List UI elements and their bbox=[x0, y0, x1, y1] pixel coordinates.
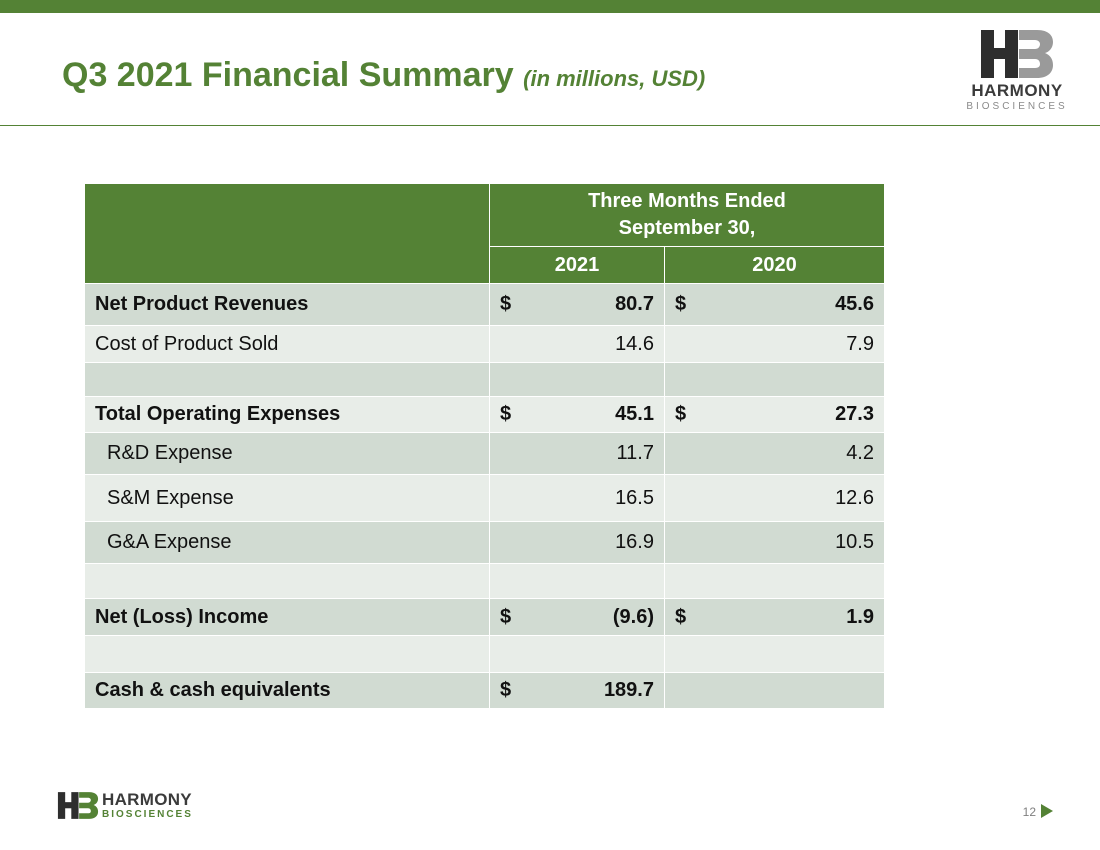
cell-value: 16.9 bbox=[615, 531, 654, 553]
cell-2021: $45.1 bbox=[489, 396, 665, 433]
cell-value: 14.6 bbox=[615, 332, 654, 355]
cell-2020 bbox=[664, 672, 885, 709]
table-row: Cash & cash equivalents $189.7 bbox=[84, 672, 885, 709]
row-label: S&M Expense bbox=[84, 474, 490, 522]
cell-value: 7.9 bbox=[846, 332, 874, 355]
cell-2021: 16.9 bbox=[489, 521, 665, 564]
currency-symbol: $ bbox=[675, 605, 687, 628]
row-label: Total Operating Expenses bbox=[84, 396, 490, 433]
table-row: Cost of Product Sold 14.6 7.9 bbox=[84, 325, 885, 363]
logo-brand-text: HARMONY bbox=[971, 81, 1063, 100]
hb-logo-icon bbox=[981, 30, 1053, 78]
cell-2020: 4.2 bbox=[664, 432, 885, 475]
harmony-logo-header: HARMONY BIOSCIENCES bbox=[965, 28, 1069, 112]
table-row: R&D Expense 11.7 4.2 bbox=[84, 432, 885, 475]
cell-2020: 7.9 bbox=[664, 325, 885, 363]
logo-tagline-text: BIOSCIENCES bbox=[966, 101, 1068, 112]
period-header-text: Three Months Ended September 30, bbox=[588, 190, 786, 239]
cell-value: 80.7 bbox=[615, 293, 654, 315]
title-subtitle: (in millions, USD) bbox=[523, 66, 706, 91]
cell-value: 1.9 bbox=[846, 605, 874, 628]
page-number: 12 bbox=[1022, 805, 1036, 819]
cell-2020 bbox=[664, 563, 885, 599]
header-label-blank bbox=[84, 183, 490, 284]
cell-2021: 16.5 bbox=[489, 474, 665, 522]
hb-logo-icon bbox=[57, 792, 99, 819]
row-label: Net (Loss) Income bbox=[84, 598, 490, 636]
cell-2020 bbox=[664, 635, 885, 673]
cell-2020: 12.6 bbox=[664, 474, 885, 522]
next-arrow-icon[interactable] bbox=[1041, 804, 1053, 818]
table-header-row: Three Months Ended September 30, bbox=[84, 183, 885, 284]
row-label bbox=[84, 635, 490, 673]
currency-symbol: $ bbox=[500, 679, 512, 701]
cell-2020: $27.3 bbox=[664, 396, 885, 433]
table-row-spacer bbox=[84, 563, 885, 599]
logo-brand-text: HARMONY bbox=[102, 790, 192, 809]
row-label: Net Product Revenues bbox=[84, 283, 490, 326]
currency-symbol: $ bbox=[500, 293, 512, 315]
top-accent-bar bbox=[0, 0, 1100, 13]
row-label: Cash & cash equivalents bbox=[84, 672, 490, 709]
table-row: Net (Loss) Income $ (9.6) $1.9 bbox=[84, 598, 885, 636]
logo-tagline-text: BIOSCIENCES bbox=[102, 809, 193, 820]
currency-symbol: $ bbox=[675, 403, 687, 425]
cell-2021: 14.6 bbox=[489, 325, 665, 363]
period-header: Three Months Ended September 30, bbox=[489, 183, 885, 247]
table-row-spacer bbox=[84, 362, 885, 397]
year-2021-header: 2021 bbox=[489, 246, 665, 284]
currency-symbol: $ bbox=[675, 293, 687, 315]
title-text: Q3 2021 Financial Summary bbox=[62, 56, 514, 94]
year-2020-header: 2020 bbox=[664, 246, 885, 284]
row-label: G&A Expense bbox=[84, 521, 490, 564]
cell-value: 27.3 bbox=[835, 403, 874, 425]
cell-value: 11.7 bbox=[616, 442, 654, 464]
cell-value: 45.1 bbox=[615, 403, 654, 425]
cell-2020: $45.6 bbox=[664, 283, 885, 326]
cell-2021: 11.7 bbox=[489, 432, 665, 475]
cell-2021 bbox=[489, 362, 665, 397]
cell-value: (9.6) bbox=[612, 605, 654, 628]
currency-symbol: $ bbox=[500, 605, 512, 628]
currency-symbol: $ bbox=[500, 403, 512, 425]
table-row: Total Operating Expenses $45.1 $27.3 bbox=[84, 396, 885, 433]
harmony-logo-footer: HARMONY BIOSCIENCES bbox=[56, 790, 216, 822]
row-label: Cost of Product Sold bbox=[84, 325, 490, 363]
cell-2021 bbox=[489, 635, 665, 673]
financial-summary-table: Three Months Ended September 30, 2021 20… bbox=[84, 183, 885, 709]
cell-value: 45.6 bbox=[835, 293, 874, 315]
row-label: R&D Expense bbox=[84, 432, 490, 475]
cell-2021: $80.7 bbox=[489, 283, 665, 326]
cell-value: 12.6 bbox=[835, 486, 874, 509]
cell-2021 bbox=[489, 563, 665, 599]
cell-2021: $ (9.6) bbox=[489, 598, 665, 636]
table-row: Net Product Revenues $80.7 $45.6 bbox=[84, 283, 885, 326]
cell-2020 bbox=[664, 362, 885, 397]
cell-2020: $1.9 bbox=[664, 598, 885, 636]
cell-value: 4.2 bbox=[846, 442, 874, 464]
table-row: S&M Expense 16.5 12.6 bbox=[84, 474, 885, 522]
table-year-row: 2021 2020 bbox=[85, 246, 885, 284]
title-divider bbox=[0, 125, 1100, 126]
cell-value: 10.5 bbox=[835, 531, 874, 553]
cell-value: 189.7 bbox=[603, 679, 654, 701]
row-label bbox=[84, 362, 490, 397]
table-row-spacer bbox=[84, 635, 885, 673]
page-title: Q3 2021 Financial Summary (in millions, … bbox=[62, 56, 705, 95]
table-row: G&A Expense 16.9 10.5 bbox=[84, 521, 885, 564]
row-label bbox=[84, 563, 490, 599]
cell-2021: $189.7 bbox=[489, 672, 665, 709]
cell-value: 16.5 bbox=[615, 486, 654, 509]
cell-2020: 10.5 bbox=[664, 521, 885, 564]
